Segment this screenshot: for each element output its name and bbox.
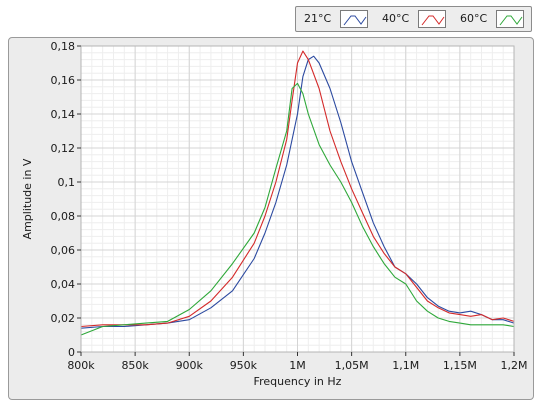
x-tick-label: 950k [230, 359, 258, 372]
y-tick-label: 0,16 [51, 74, 76, 87]
legend-label-40c: 40°C [382, 12, 410, 25]
x-tick-label: 800k [67, 359, 95, 372]
series-line-21c [80, 55, 515, 329]
y-tick-label: 0,14 [51, 108, 76, 121]
legend-line-60c [499, 15, 523, 26]
y-tick-label: 0,12 [51, 142, 76, 155]
x-axis-title: Frequency in Hz [254, 375, 342, 388]
legend-label-60c: 60°C [460, 12, 488, 25]
legend-label-21c: 21°C [304, 12, 332, 25]
line-chart: 800k 850k 900k 950k 1M 1,05M 1,1M 1,15M 1,2M 0 0,0… [21, 40, 528, 388]
chart-legend: 21°C 40°C 60°C [295, 6, 532, 32]
chart-panel: 800k 850k 900k 950k 1M 1,05M 1,1M 1,15M 1,2M 0 0,0… [8, 37, 534, 400]
x-tick-label: 1M [289, 359, 306, 372]
y-tick-label: 0,06 [51, 244, 76, 257]
x-tick-label: 1,2M [501, 359, 528, 372]
x-tick-label: 850k [121, 359, 149, 372]
x-tick-label: 1,15M [443, 359, 477, 372]
y-tick-label: 0,04 [51, 278, 76, 291]
y-tick-label: 0 [68, 346, 75, 359]
y-tick-label: 0,08 [51, 210, 76, 223]
x-tick-label: 1,1M [392, 359, 419, 372]
legend-swatch-40c [418, 10, 446, 28]
y-axis-title: Amplitude in V [21, 158, 34, 239]
y-tick-label: 0,02 [51, 312, 76, 325]
legend-swatch-21c [340, 10, 368, 28]
legend-swatch-60c [496, 10, 524, 28]
y-tick-label: 0,1 [58, 176, 76, 189]
x-tick-label: 900k [176, 359, 204, 372]
y-tick-label: 0,18 [51, 40, 76, 53]
x-tick-label: 1,05M [335, 359, 369, 372]
series-line-60c [80, 82, 515, 336]
series-line-40c [80, 50, 515, 328]
legend-line-40c [421, 15, 445, 26]
legend-line-21c [343, 15, 367, 26]
